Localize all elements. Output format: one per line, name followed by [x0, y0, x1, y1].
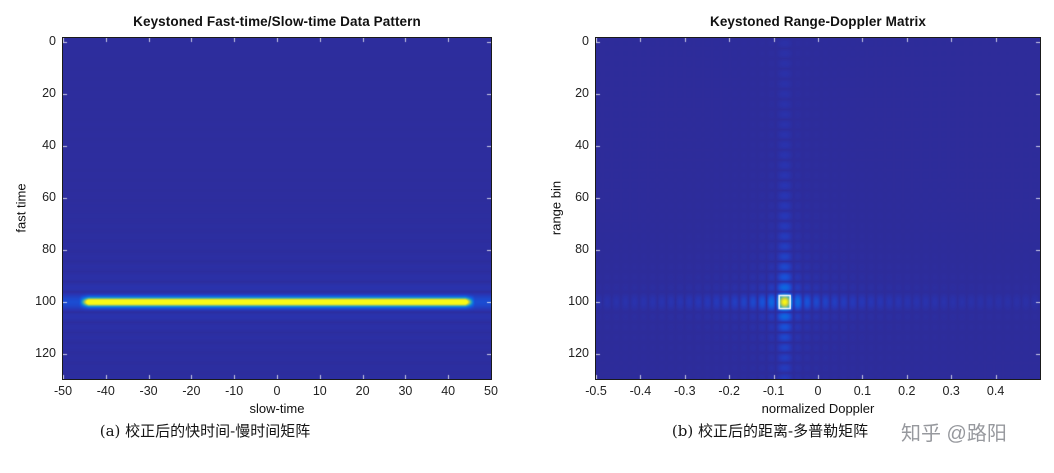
y-tick-label: 0 [582, 34, 589, 48]
plot-a-y-axis-label: fast time [13, 183, 29, 233]
x-tick-label: 10 [312, 384, 327, 398]
x-tick-label: -0.5 [585, 384, 607, 398]
x-tick-label: 0.2 [898, 384, 916, 398]
x-tick-label: -0.1 [762, 384, 785, 398]
x-tick-label: 0.4 [986, 384, 1005, 398]
x-tick-label: 30 [398, 384, 413, 398]
x-tick-label: -20 [182, 384, 201, 398]
y-tick-label: 0 [49, 34, 56, 48]
watermark: 知乎 @路阳 [901, 423, 1007, 445]
x-tick-label: 0.1 [853, 384, 872, 398]
x-tick-label: 0 [814, 384, 822, 398]
y-tick-label: 80 [42, 242, 56, 257]
x-tick-label: -50 [53, 384, 73, 398]
y-tick-label: 80 [575, 242, 589, 257]
plot-a-caption: (a) 校正后的快时间-慢时间矩阵 [99, 422, 311, 440]
x-tick-label: -10 [225, 384, 244, 398]
x-tick-label: -0.2 [718, 384, 740, 398]
x-tick-label: -30 [139, 384, 158, 398]
y-tick-label: 60 [42, 190, 56, 205]
y-tick-label: 20 [42, 86, 56, 100]
y-tick-label: 40 [42, 138, 56, 152]
plot-b-caption: (b) 校正后的距离-多普勒矩阵 [671, 422, 869, 440]
y-tick-label: 100 [35, 294, 56, 309]
y-tick-label: 100 [568, 294, 589, 309]
plot-b-y-axis-label: range bin [548, 180, 564, 236]
plot-b-x-axis-label: normalized Doppler [761, 401, 875, 416]
x-tick-label: 0.3 [942, 384, 960, 398]
plot-b-title: Keystoned Range-Doppler Matrix [709, 14, 927, 29]
x-tick-label: -0.3 [674, 384, 696, 398]
plot-a-heatmap [63, 38, 491, 379]
x-tick-label: -40 [96, 384, 115, 398]
x-tick-label: 40 [441, 384, 456, 398]
plot-a-x-axis-label: slow-time [249, 401, 305, 416]
x-tick-label: -0.4 [629, 384, 652, 398]
y-tick-label: 40 [575, 138, 589, 152]
y-tick-label: 120 [568, 346, 589, 361]
y-tick-label: 20 [575, 86, 589, 100]
x-tick-label: 0 [273, 384, 281, 398]
plot-b-heatmap [596, 38, 1040, 379]
y-tick-label: 60 [575, 190, 589, 205]
x-tick-label: 20 [355, 384, 370, 398]
x-tick-label: 50 [484, 384, 498, 398]
y-tick-label: 120 [35, 346, 56, 361]
plot-a-title: Keystoned Fast-time/Slow-time Data Patte… [133, 14, 421, 29]
